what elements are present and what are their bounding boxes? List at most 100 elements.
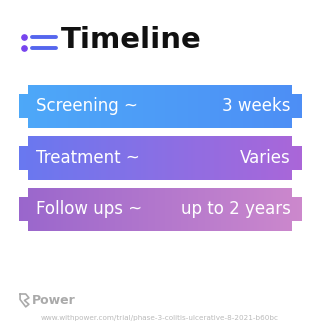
Polygon shape [61, 188, 63, 231]
Polygon shape [19, 170, 28, 180]
Polygon shape [122, 85, 124, 128]
Polygon shape [151, 188, 153, 231]
Polygon shape [221, 136, 224, 180]
Polygon shape [205, 136, 207, 180]
Polygon shape [292, 118, 301, 128]
Polygon shape [37, 136, 40, 180]
Polygon shape [207, 136, 210, 180]
Polygon shape [113, 188, 115, 231]
Polygon shape [205, 85, 207, 128]
Polygon shape [228, 85, 231, 128]
Polygon shape [44, 188, 47, 231]
Polygon shape [290, 136, 292, 180]
Polygon shape [26, 136, 28, 180]
Polygon shape [287, 188, 290, 231]
Polygon shape [245, 188, 247, 231]
Polygon shape [115, 136, 117, 180]
Polygon shape [250, 85, 252, 128]
Polygon shape [184, 85, 186, 128]
Polygon shape [63, 188, 66, 231]
Polygon shape [143, 85, 146, 128]
Polygon shape [191, 188, 193, 231]
Polygon shape [165, 85, 167, 128]
Polygon shape [200, 136, 203, 180]
Polygon shape [21, 136, 23, 180]
Polygon shape [226, 136, 228, 180]
Polygon shape [92, 85, 94, 128]
Polygon shape [292, 136, 301, 146]
Polygon shape [117, 188, 120, 231]
Polygon shape [266, 188, 268, 231]
Polygon shape [177, 188, 179, 231]
Polygon shape [73, 188, 75, 231]
Polygon shape [273, 85, 276, 128]
Polygon shape [19, 136, 28, 146]
Polygon shape [174, 188, 177, 231]
Polygon shape [290, 188, 292, 231]
Polygon shape [200, 85, 203, 128]
Polygon shape [127, 85, 129, 128]
Polygon shape [52, 136, 54, 180]
Polygon shape [106, 136, 108, 180]
Polygon shape [30, 85, 33, 128]
Polygon shape [294, 136, 297, 180]
Polygon shape [292, 85, 294, 128]
Polygon shape [231, 85, 233, 128]
Polygon shape [252, 85, 254, 128]
Polygon shape [224, 85, 226, 128]
Polygon shape [276, 188, 278, 231]
Polygon shape [203, 188, 205, 231]
Polygon shape [219, 136, 221, 180]
Polygon shape [167, 136, 169, 180]
Polygon shape [236, 85, 238, 128]
Polygon shape [66, 188, 68, 231]
Polygon shape [285, 85, 287, 128]
Polygon shape [82, 136, 84, 180]
Text: Timeline: Timeline [61, 26, 202, 54]
Polygon shape [299, 85, 301, 128]
Polygon shape [59, 188, 61, 231]
Polygon shape [113, 85, 115, 128]
Polygon shape [52, 188, 54, 231]
Polygon shape [139, 188, 141, 231]
Polygon shape [92, 136, 94, 180]
Polygon shape [44, 136, 47, 180]
Polygon shape [42, 136, 44, 180]
Polygon shape [47, 188, 49, 231]
Polygon shape [47, 85, 49, 128]
Polygon shape [193, 188, 196, 231]
Polygon shape [19, 85, 28, 95]
Polygon shape [70, 188, 73, 231]
Polygon shape [30, 188, 33, 231]
Polygon shape [19, 188, 28, 197]
Text: www.withpower.com/trial/phase-3-colitis-ulcerative-8-2021-b60bc: www.withpower.com/trial/phase-3-colitis-… [41, 316, 279, 321]
Polygon shape [250, 136, 252, 180]
Polygon shape [77, 136, 80, 180]
Polygon shape [226, 188, 228, 231]
Polygon shape [238, 188, 240, 231]
Polygon shape [278, 136, 280, 180]
Polygon shape [162, 188, 165, 231]
Polygon shape [73, 85, 75, 128]
Polygon shape [287, 136, 290, 180]
Polygon shape [132, 136, 134, 180]
Polygon shape [238, 136, 240, 180]
Polygon shape [221, 188, 224, 231]
Polygon shape [268, 136, 271, 180]
Polygon shape [280, 188, 283, 231]
Polygon shape [243, 85, 245, 128]
Polygon shape [143, 136, 146, 180]
Polygon shape [236, 136, 238, 180]
Text: up to 2 years: up to 2 years [180, 200, 291, 218]
Polygon shape [110, 85, 113, 128]
Polygon shape [160, 136, 162, 180]
Polygon shape [217, 188, 219, 231]
Polygon shape [117, 85, 120, 128]
Polygon shape [40, 85, 42, 128]
Polygon shape [196, 85, 198, 128]
Polygon shape [292, 85, 301, 95]
Polygon shape [198, 188, 200, 231]
Polygon shape [254, 85, 257, 128]
Polygon shape [292, 221, 301, 231]
Polygon shape [101, 188, 103, 231]
